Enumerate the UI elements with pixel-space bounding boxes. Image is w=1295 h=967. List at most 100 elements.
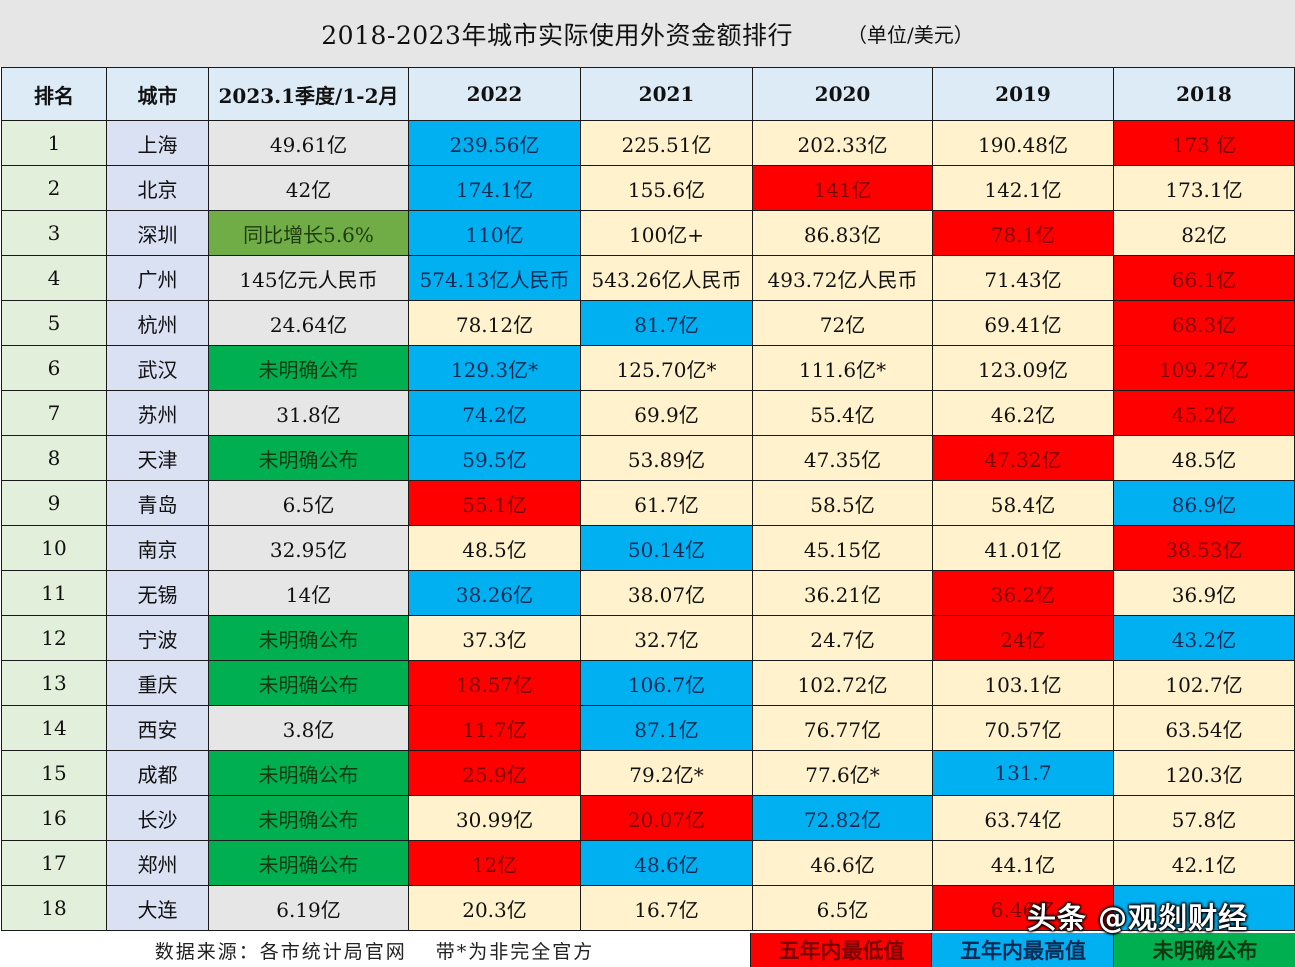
value-cell-2020: 6.5亿 (752, 885, 933, 931)
value-cell-2022: 37.3亿 (408, 615, 581, 661)
value-cell-2023q1: 145亿元人民币 (208, 255, 409, 301)
value-cell-2020: 36.21亿 (752, 570, 933, 616)
rank-cell: 4 (1, 255, 107, 301)
table-row: 6 武汉 未明确公布 129.3亿* 125.70亿* 111.6亿* 123.09亿 109… (1, 345, 1295, 391)
city-cell: 杭州 (106, 300, 209, 346)
value-cell-2018: 120.3亿 (1113, 750, 1295, 796)
data-source-note: 数据来源：各市统计局官网 带*为非完全官方 (154, 940, 595, 963)
value-cell-2020: 55.4亿 (752, 390, 933, 436)
value-cell-2021: 61.7亿 (580, 480, 753, 526)
unit-label: （单位/美元） (846, 23, 974, 47)
table-row: 5 杭州 24.64亿 78.12亿 81.7亿 72亿 69.41亿 68.3亿 (1, 300, 1295, 346)
value-cell-2018: 66.1亿 (1113, 255, 1295, 301)
value-cell-2018: 63.54亿 (1113, 705, 1295, 751)
value-cell-2018: 36.9亿 (1113, 570, 1295, 616)
value-cell-2020: 45.15亿 (752, 525, 933, 571)
value-cell-2023q1: 未明确公布 (208, 435, 409, 481)
value-cell-2020: 24.7亿 (752, 615, 933, 661)
value-cell-2023q1: 32.95亿 (208, 525, 409, 571)
value-cell-2019: 6.46亿 (932, 885, 1114, 931)
value-cell-2023q1: 未明确公布 (208, 840, 409, 886)
rank-cell: 18 (1, 885, 107, 931)
value-cell-2023q1: 未明确公布 (208, 660, 409, 706)
value-cell-2020: 58.5亿 (752, 480, 933, 526)
value-cell-2022: 110亿 (408, 210, 581, 256)
city-cell: 天津 (106, 435, 209, 481)
value-cell-2019: 190.48亿 (932, 120, 1114, 166)
column-header-2020: 2020 (752, 67, 933, 121)
value-cell-2021: 81.7亿 (580, 300, 753, 346)
value-cell-2022: 20.3亿 (408, 885, 581, 931)
value-cell-2023q1: 未明确公布 (208, 615, 409, 661)
rank-cell: 1 (1, 120, 107, 166)
value-cell-2018: 43.2亿 (1113, 615, 1295, 661)
value-cell-2023q1: 3.8亿 (208, 705, 409, 751)
rank-cell: 8 (1, 435, 107, 481)
city-cell: 大连 (106, 885, 209, 931)
value-cell-2022: 18.57亿 (408, 660, 581, 706)
value-cell-2023q1: 未明确公布 (208, 750, 409, 796)
legend-not-published: 未明确公布 (1113, 933, 1295, 967)
value-cell-2021: 38.07亿 (580, 570, 753, 616)
value-cell-2021: 225.51亿 (580, 120, 753, 166)
value-cell-2019: 69.41亿 (932, 300, 1114, 346)
value-cell-2022: 74.2亿 (408, 390, 581, 436)
footer: 数据来源：各市统计局官网 带*为非完全官方 五年内最低值 五年内最高值 未明确公… (0, 933, 1295, 967)
rank-cell: 13 (1, 660, 107, 706)
value-cell-2022: 78.12亿 (408, 300, 581, 346)
value-cell-2019: 41.01亿 (932, 525, 1114, 571)
value-cell-2022: 59.5亿 (408, 435, 581, 481)
value-cell-2019: 131.7 (932, 750, 1114, 796)
value-cell-2018: 45.2亿 (1113, 390, 1295, 436)
value-cell-2021: 155.6亿 (580, 165, 753, 211)
column-header-rank: 排名 (1, 67, 107, 121)
value-cell-2019: 63.74亿 (932, 795, 1114, 841)
value-cell-2021: 100亿+ (580, 210, 753, 256)
value-cell-2019: 78.1亿 (932, 210, 1114, 256)
value-cell-2018: 38.53亿 (1113, 525, 1295, 571)
value-cell-2021: 48.6亿 (580, 840, 753, 886)
table-row: 16 长沙 未明确公布 30.99亿 20.07亿 72.82亿 63.74亿 57.8亿 (1, 795, 1295, 841)
city-cell: 上海 (106, 120, 209, 166)
value-cell-2022: 55.1亿 (408, 480, 581, 526)
value-cell-2018: 109.27亿 (1113, 345, 1295, 391)
value-cell-2023q1: 24.64亿 (208, 300, 409, 346)
city-cell: 南京 (106, 525, 209, 571)
value-cell-2020: 46.6亿 (752, 840, 933, 886)
value-cell-2022: 48.5亿 (408, 525, 581, 571)
value-cell-2020: 141亿 (752, 165, 933, 211)
value-cell-2020: 77.6亿* (752, 750, 933, 796)
city-cell: 青岛 (106, 480, 209, 526)
rank-cell: 10 (1, 525, 107, 571)
value-cell-2023q1: 42亿 (208, 165, 409, 211)
value-cell-2018: 48.5亿 (1113, 435, 1295, 481)
value-cell-2019: 47.32亿 (932, 435, 1114, 481)
value-cell-2020: 493.72亿人民币 (752, 255, 933, 301)
value-cell-2022: 12亿 (408, 840, 581, 886)
rank-cell: 2 (1, 165, 107, 211)
table-row: 12 宁波 未明确公布 37.3亿 32.7亿 24.7亿 24亿 43.2亿 (1, 615, 1295, 661)
value-cell-2023q1: 14亿 (208, 570, 409, 616)
table-row: 18 大连 6.19亿 20.3亿 16.7亿 6.5亿 6.46亿 (1, 885, 1295, 931)
table-row: 9 青岛 6.5亿 55.1亿 61.7亿 58.5亿 58.4亿 86.9亿 (1, 480, 1295, 526)
city-cell: 苏州 (106, 390, 209, 436)
value-cell-2020: 111.6亿* (752, 345, 933, 391)
rank-cell: 16 (1, 795, 107, 841)
page-title: 2018-2023年城市实际使用外资金额排行 (321, 20, 793, 50)
value-cell-2019: 142.1亿 (932, 165, 1114, 211)
value-cell-2019: 36.2亿 (932, 570, 1114, 616)
value-cell-2021: 32.7亿 (580, 615, 753, 661)
city-cell: 武汉 (106, 345, 209, 391)
value-cell-2018 (1113, 885, 1295, 931)
legend-lowest-value: 五年内最低值 (750, 933, 932, 967)
column-header-2023q1: 2023.1季度/1-2月 (208, 67, 409, 121)
rank-cell: 6 (1, 345, 107, 391)
value-cell-2019: 123.09亿 (932, 345, 1114, 391)
column-header-2021: 2021 (580, 67, 753, 121)
value-cell-2023q1: 同比增长5.6% (208, 210, 409, 256)
value-cell-2019: 70.57亿 (932, 705, 1114, 751)
value-cell-2020: 72.82亿 (752, 795, 933, 841)
table-row: 14 西安 3.8亿 11.7亿 87.1亿 76.77亿 70.57亿 63.54亿 (1, 705, 1295, 751)
table-row: 8 天津 未明确公布 59.5亿 53.89亿 47.35亿 47.32亿 48.5亿 (1, 435, 1295, 481)
table-body: 1 上海 49.61亿 239.56亿 225.51亿 202.33亿 190.48亿 173… (1, 120, 1295, 931)
